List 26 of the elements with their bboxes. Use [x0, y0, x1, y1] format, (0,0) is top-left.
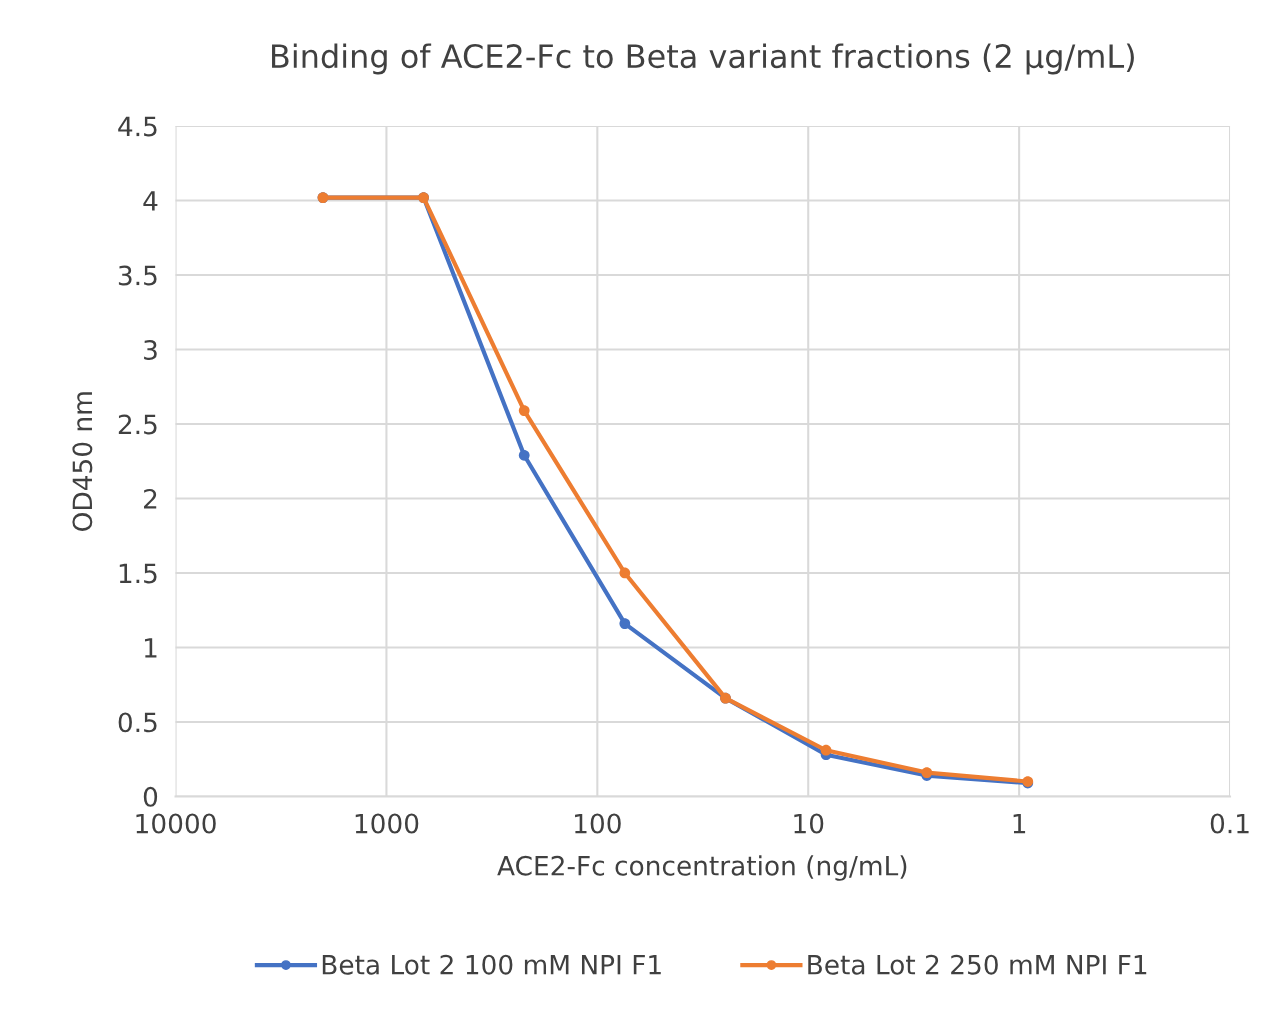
point [619, 618, 631, 629]
y-tick-label: 0 [143, 786, 158, 807]
legend-label: Beta Lot 2 250 mM NPI F1 [808, 954, 1147, 975]
x-axis-title: ACE2-Fc concentration (ng/mL) [497, 855, 907, 881]
x-tick-label: 100 [575, 813, 621, 834]
point [518, 405, 530, 416]
y-axis-title: OD450 nm [72, 392, 93, 531]
chart-title: Binding of ACE2-Fc to Beta variant fractions (2 µg/mL) [272, 43, 1134, 75]
legend-label: Beta Lot 2 100 mM NPI F1 [322, 954, 661, 975]
point [820, 744, 832, 756]
y-tick-label: 4 [143, 191, 158, 211]
x-tick-label: 0.1 [1210, 813, 1249, 834]
x-tick-label: 1000 [355, 813, 419, 834]
y-tick-label: 2.5 [118, 414, 157, 435]
y-tick-label: 3 [144, 339, 157, 360]
y-tick-label: 1.5 [119, 563, 157, 584]
x-tick-label: 1 [1013, 813, 1026, 834]
y-tick-label: 4.5 [118, 116, 157, 137]
point [619, 567, 631, 579]
y-tick-label: 3.5 [118, 265, 157, 286]
y-tick-label: 1 [144, 638, 157, 658]
x-tick-label: 10 [794, 813, 824, 834]
x-tick-label: 10000 [136, 813, 216, 834]
y-tick-label: 0.5 [118, 712, 157, 733]
point [518, 449, 530, 461]
y-tick-label: 2 [144, 488, 157, 509]
